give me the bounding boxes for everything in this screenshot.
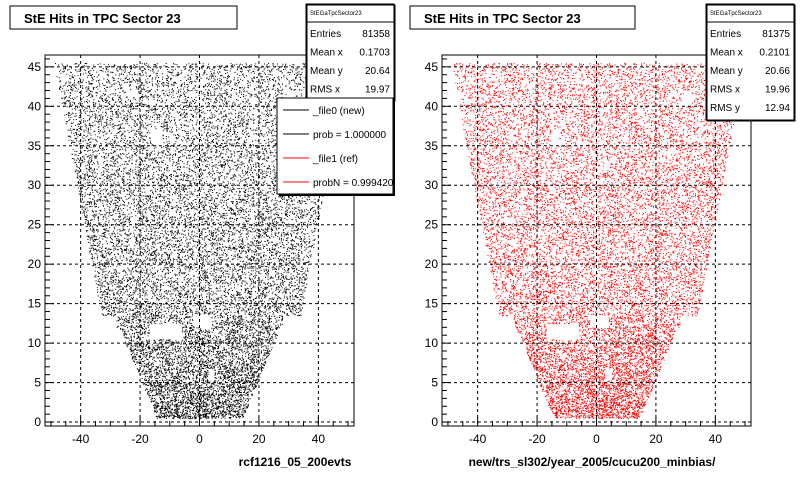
ticks: [45, 58, 349, 426]
legend-entry: prob = 1.000000: [313, 130, 387, 141]
stats-row-value: 19.96: [765, 85, 790, 96]
y-tick-label: 0: [431, 415, 438, 429]
y-tick-label: 40: [28, 99, 42, 113]
y-tick-label: 10: [28, 336, 42, 350]
x-tick-label: 0: [593, 432, 600, 446]
stats-row-label: RMS x: [310, 85, 340, 96]
chart-panel-1: -40 -20 0 20 40 0 5 10 15 20 25 30 35 40 45 rcf1216_05_…: [9, 3, 396, 469]
stats-row-value: 20.64: [365, 66, 390, 77]
data-points: [453, 62, 746, 420]
x-tick-label: 40: [312, 432, 326, 446]
y-tick-label: 10: [425, 336, 439, 350]
stats-row-label: Entries: [710, 29, 741, 40]
y-tick-label: 30: [28, 178, 42, 192]
y-tick-label: 5: [431, 376, 438, 390]
stats-row-label: RMS x: [710, 85, 740, 96]
y-tick-label: 15: [28, 297, 42, 311]
title-box: [409, 5, 636, 30]
title-box: [9, 5, 238, 30]
stats-row-value: 19.97: [365, 85, 390, 96]
x-tick-label: 20: [649, 432, 663, 446]
legend-entry: _file0 (new): [312, 106, 365, 117]
y-tick-label: 20: [425, 257, 439, 271]
y-tick-label: 35: [28, 139, 42, 153]
legend-entry: probN = 0.999420: [313, 178, 394, 189]
x-tick-label: -40: [72, 432, 90, 446]
stats-row-label: Mean y: [710, 66, 743, 77]
chart-title: StE Hits in TPC Sector 23: [24, 11, 181, 26]
y-tick-label: 15: [425, 297, 439, 311]
stats-row-label: Mean x: [310, 48, 343, 59]
scatter-series: [453, 62, 746, 420]
stats-row-label: Mean y: [310, 66, 343, 77]
y-tick-label: 20: [28, 257, 42, 271]
y-tick-label: 40: [425, 99, 439, 113]
y-tick-label: 25: [425, 218, 439, 232]
x-tick-label: -20: [528, 432, 546, 446]
y-tick-label: 5: [34, 376, 41, 390]
stats-row-value: 81358: [362, 29, 390, 40]
x-tick-label: -20: [131, 432, 149, 446]
stats-box: StEGaTpcSector23 Entries 81375 Mean x 0.2101…: [705, 3, 796, 122]
chart-panel-2: -40 -20 0 20 40 0 5 10 15 20 25 30 35 40 45 new/trs_sl3…: [409, 3, 796, 469]
y-tick-label: 0: [34, 415, 41, 429]
x-tick-label: 40: [709, 432, 723, 446]
ticks: [442, 58, 746, 426]
x-tick-label: 20: [252, 432, 266, 446]
stats-row-value: 12.94: [765, 103, 790, 114]
stats-row-label: Entries: [310, 29, 341, 40]
y-tick-label: 45: [425, 60, 439, 74]
stats-name: StEGaTpcSector23: [310, 11, 362, 17]
y-tick-label: 25: [28, 218, 42, 232]
legend: _file0 (new) prob = 1.000000 _file1 (ref) p…: [276, 97, 395, 196]
stats-name: StEGaTpcSector23: [710, 11, 762, 17]
stats-row-value: 0.1703: [359, 48, 390, 59]
legend-entry: _file1 (ref): [312, 154, 358, 165]
y-tick-label: 35: [425, 139, 439, 153]
chart-title: StE Hits in TPC Sector 23: [424, 11, 581, 26]
stats-row-label: Mean x: [710, 48, 743, 59]
y-tick-label: 45: [28, 60, 42, 74]
x-tick-label: -40: [469, 432, 487, 446]
stats-row-value: 81375: [762, 29, 790, 40]
stats-row-value: 0.2101: [759, 48, 790, 59]
x-tick-label: 0: [196, 432, 203, 446]
stats-box: StEGaTpcSector23 Entries 81358 Mean x 0.1703…: [305, 3, 396, 102]
stats-row-value: 20.66: [765, 66, 790, 77]
x-axis-label: new/trs_sl302/year_2005/cucu200_minbias/: [469, 455, 716, 469]
y-tick-label: 30: [425, 178, 439, 192]
stats-row-label: RMS y: [710, 103, 740, 114]
x-axis-label: rcf1216_05_200evts: [239, 455, 352, 469]
